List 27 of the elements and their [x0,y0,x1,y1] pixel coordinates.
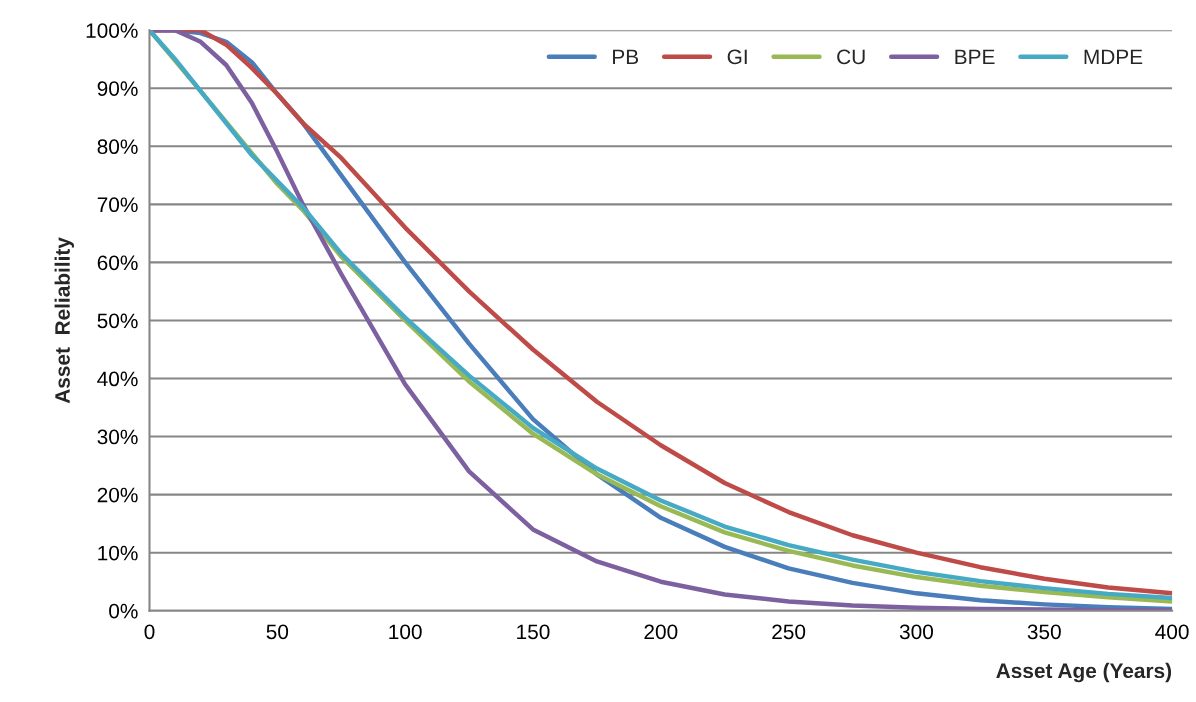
y-tick-label: 50% [97,313,138,329]
x-tick-label: 200 [644,624,678,640]
y-tick-label: 30% [97,429,138,445]
y-tick-label: 20% [97,487,138,503]
y-axis-title: Asset Reliability [54,237,74,404]
x-tick-label: 250 [772,624,806,640]
y-tick-label: 0% [109,603,138,619]
x-tick-label: 350 [1027,624,1061,640]
y-tick-label: 90% [97,81,138,96]
x-tick-label: 150 [517,624,550,640]
y-tick-label: 70% [97,197,138,213]
legend-label: BPE [955,49,995,65]
y-tick-label: 100% [86,23,138,38]
y-tick-label: 10% [98,545,138,561]
x-tick-label: 400 [1155,624,1189,640]
y-tick-label: 40% [97,371,138,387]
legend-label: GI [727,49,747,65]
legend-label: MDPE [1084,49,1143,65]
x-tick-label: 100 [389,624,422,640]
x-axis-title: Asset Age (Years) [996,662,1172,683]
y-tick-label: 80% [97,139,138,155]
x-tick-label: 300 [899,624,933,640]
x-tick-label: 50 [266,624,289,640]
legend-label: PB [613,49,639,65]
y-tick-label: 60% [97,255,138,271]
legend-label: CU [837,49,865,65]
x-tick-label: 0 [144,624,155,640]
